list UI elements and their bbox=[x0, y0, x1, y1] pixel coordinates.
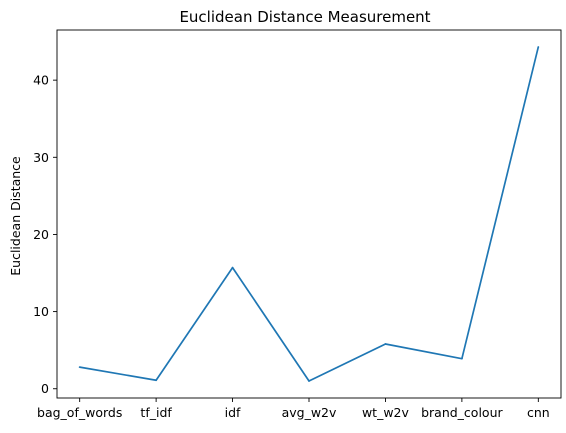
axes-frame bbox=[56, 29, 562, 399]
chart-title: Euclidean Distance Measurement bbox=[179, 8, 430, 26]
y-tick-label: 20 bbox=[33, 227, 49, 242]
data-point bbox=[231, 266, 234, 269]
data-point bbox=[460, 357, 463, 360]
y-tick-label: 40 bbox=[33, 73, 49, 88]
x-tick-label: bag_of_words bbox=[37, 405, 122, 420]
series-line bbox=[79, 46, 540, 382]
y-axis-label: Euclidean Distance bbox=[8, 156, 23, 276]
data-point bbox=[78, 366, 81, 369]
data-point bbox=[155, 379, 158, 382]
y-tick-label: 0 bbox=[41, 381, 49, 396]
x-tick-label: cnn bbox=[527, 405, 550, 420]
plot-area: 0 10 20 30 40 bag_of_words tf_idf idf avg_w2v wt_… bbox=[33, 29, 562, 420]
data-point bbox=[537, 46, 540, 48]
data-point bbox=[384, 343, 387, 345]
x-tick-label: idf bbox=[225, 405, 241, 420]
data-point bbox=[308, 380, 310, 382]
x-tick-label: wt_w2v bbox=[362, 405, 410, 420]
x-tick-label: tf_idf bbox=[140, 405, 172, 420]
y-tick-label: 30 bbox=[33, 150, 49, 165]
x-tick-label: avg_w2v bbox=[282, 405, 337, 420]
y-tick-label: 10 bbox=[33, 304, 49, 319]
x-tick-label: brand_colour bbox=[421, 405, 503, 420]
